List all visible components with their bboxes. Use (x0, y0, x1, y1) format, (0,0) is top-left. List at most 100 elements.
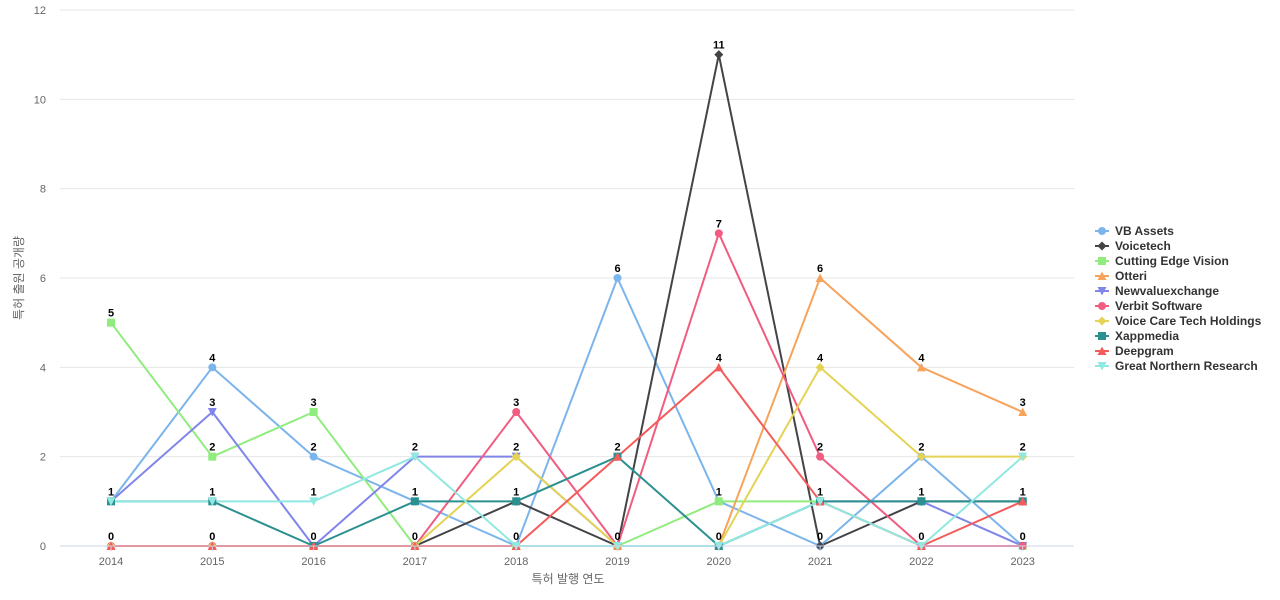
data-point-cutting-edge-vision[interactable] (208, 452, 217, 461)
data-label: 1 (209, 486, 215, 498)
legend-label: Voice Care Tech Holdings (1115, 314, 1262, 328)
y-tick-label: 8 (40, 184, 46, 196)
data-label: 1 (513, 486, 519, 498)
data-point-voice-care-tech-holdings[interactable] (916, 452, 926, 462)
data-point-vb-assets[interactable] (208, 363, 217, 372)
data-label: 3 (209, 397, 215, 409)
series-line-cutting-edge-vision[interactable] (110, 321, 1024, 547)
data-point-voicetech[interactable] (714, 50, 724, 60)
legend-symbol (1098, 227, 1106, 235)
data-label: 1 (1020, 486, 1026, 498)
data-point-xappmedia[interactable] (512, 497, 521, 506)
data-point-verbit-software[interactable] (714, 229, 723, 238)
data-point-otteri[interactable] (1018, 407, 1028, 417)
data-point-xappmedia[interactable] (410, 497, 419, 506)
data-label: 0 (311, 531, 317, 543)
legend-symbol (1097, 316, 1107, 326)
series-markers (106, 50, 1028, 551)
data-point-otteri[interactable] (815, 273, 825, 283)
legend-item-xappmedia[interactable]: Xappmedia (1095, 329, 1179, 343)
data-point-vb-assets[interactable] (309, 452, 318, 461)
data-label: 4 (209, 352, 216, 364)
legend-item-vb-assets[interactable]: VB Assets (1095, 224, 1174, 238)
legend-symbol (1097, 241, 1107, 251)
legend-item-voice-care-tech-holdings[interactable]: Voice Care Tech Holdings (1095, 314, 1262, 328)
data-point-deepgram[interactable] (613, 452, 622, 461)
data-point-cutting-edge-vision[interactable] (107, 318, 115, 327)
legend-item-newvaluexchange[interactable]: Newvaluexchange (1095, 284, 1219, 298)
legend-symbol (1097, 346, 1107, 355)
y-tick-label: 4 (40, 362, 46, 374)
data-point-great-northern-research[interactable] (815, 497, 825, 506)
data-point-otteri[interactable] (916, 362, 926, 372)
data-label: 0 (817, 531, 823, 543)
data-point-voice-care-tech-holdings[interactable] (511, 452, 521, 462)
data-point-deepgram[interactable] (714, 362, 724, 372)
x-tick-label: 2014 (99, 556, 123, 568)
data-label: 2 (918, 442, 924, 454)
data-point-great-northern-research[interactable] (207, 497, 217, 506)
y-tick-label: 6 (40, 273, 46, 285)
legend-item-verbit-software[interactable]: Verbit Software (1095, 299, 1203, 313)
data-point-voice-care-tech-holdings[interactable] (815, 362, 825, 372)
legend-item-great-northern-research[interactable]: Great Northern Research (1095, 359, 1258, 373)
data-label: 4 (817, 352, 824, 364)
data-label: 1 (311, 486, 317, 498)
data-label: 0 (614, 531, 620, 543)
data-point-great-northern-research[interactable] (410, 452, 420, 462)
data-labels: 5104321032102103210620117410642104210321… (108, 40, 1026, 543)
data-label: 6 (614, 263, 620, 275)
data-point-newvaluexchange[interactable] (207, 408, 217, 417)
x-tick-label: 2015 (200, 556, 224, 568)
data-point-cutting-edge-vision[interactable] (714, 497, 723, 506)
data-label: 0 (209, 531, 215, 543)
data-point-great-northern-research[interactable] (309, 497, 319, 506)
data-label: 1 (412, 486, 418, 498)
x-tick-label: 2019 (605, 556, 629, 568)
legend-symbol (1097, 287, 1107, 296)
legend-symbol (1097, 362, 1107, 371)
legend-symbol (1098, 332, 1106, 340)
y-tick-label: 2 (40, 452, 46, 464)
data-point-great-northern-research[interactable] (1018, 452, 1028, 462)
legend-item-deepgram[interactable]: Deepgram (1095, 344, 1174, 358)
series-line-verbit-software[interactable] (110, 232, 1024, 547)
legend-label: Newvaluexchange (1115, 284, 1219, 298)
legend-label: Xappmedia (1115, 329, 1179, 343)
legend-symbol (1097, 271, 1107, 280)
data-label: 4 (716, 352, 723, 364)
data-label: 2 (513, 442, 519, 454)
data-label: 11 (713, 40, 725, 52)
y-axis-title: 특허 출원 공개량 (12, 236, 26, 320)
data-label: 7 (716, 218, 722, 230)
data-point-great-northern-research[interactable] (106, 497, 116, 506)
data-label: 0 (716, 531, 722, 543)
data-point-vb-assets[interactable] (613, 274, 622, 282)
series-line-vb-assets[interactable] (110, 277, 1024, 547)
data-point-xappmedia[interactable] (917, 497, 926, 506)
data-point-cutting-edge-vision[interactable] (309, 408, 318, 416)
legend-item-otteri[interactable]: Otteri (1095, 269, 1147, 283)
x-tick-label: 2018 (504, 556, 528, 568)
series-line-voicetech[interactable] (110, 53, 1024, 547)
x-tick-label: 2023 (1010, 556, 1034, 568)
legend-label: Cutting Edge Vision (1115, 254, 1229, 268)
x-tick-label: 2016 (301, 556, 325, 568)
series-line-xappmedia[interactable] (110, 455, 1024, 547)
y-tick-label: 10 (34, 94, 46, 106)
data-point-verbit-software[interactable] (512, 408, 521, 416)
data-label: 1 (716, 486, 722, 498)
data-label: 2 (817, 442, 823, 454)
x-tick-label: 2017 (403, 556, 427, 568)
legend-label: Voicetech (1115, 239, 1171, 253)
data-point-deepgram[interactable] (1018, 496, 1028, 506)
legend-item-voicetech[interactable]: Voicetech (1095, 239, 1171, 253)
y-tick-label: 0 (40, 541, 46, 553)
data-label: 5 (108, 308, 114, 320)
data-point-verbit-software[interactable] (816, 452, 825, 461)
legend-item-cutting-edge-vision[interactable]: Cutting Edge Vision (1095, 254, 1229, 268)
